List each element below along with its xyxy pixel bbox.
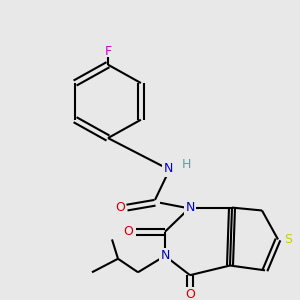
Text: O: O	[123, 225, 133, 238]
Text: O: O	[185, 288, 195, 300]
Text: F: F	[104, 45, 112, 58]
Text: S: S	[284, 233, 292, 246]
Text: H: H	[181, 158, 191, 171]
Text: N: N	[160, 249, 170, 262]
Text: O: O	[115, 201, 125, 214]
Text: N: N	[185, 201, 195, 214]
Text: N: N	[163, 163, 173, 176]
